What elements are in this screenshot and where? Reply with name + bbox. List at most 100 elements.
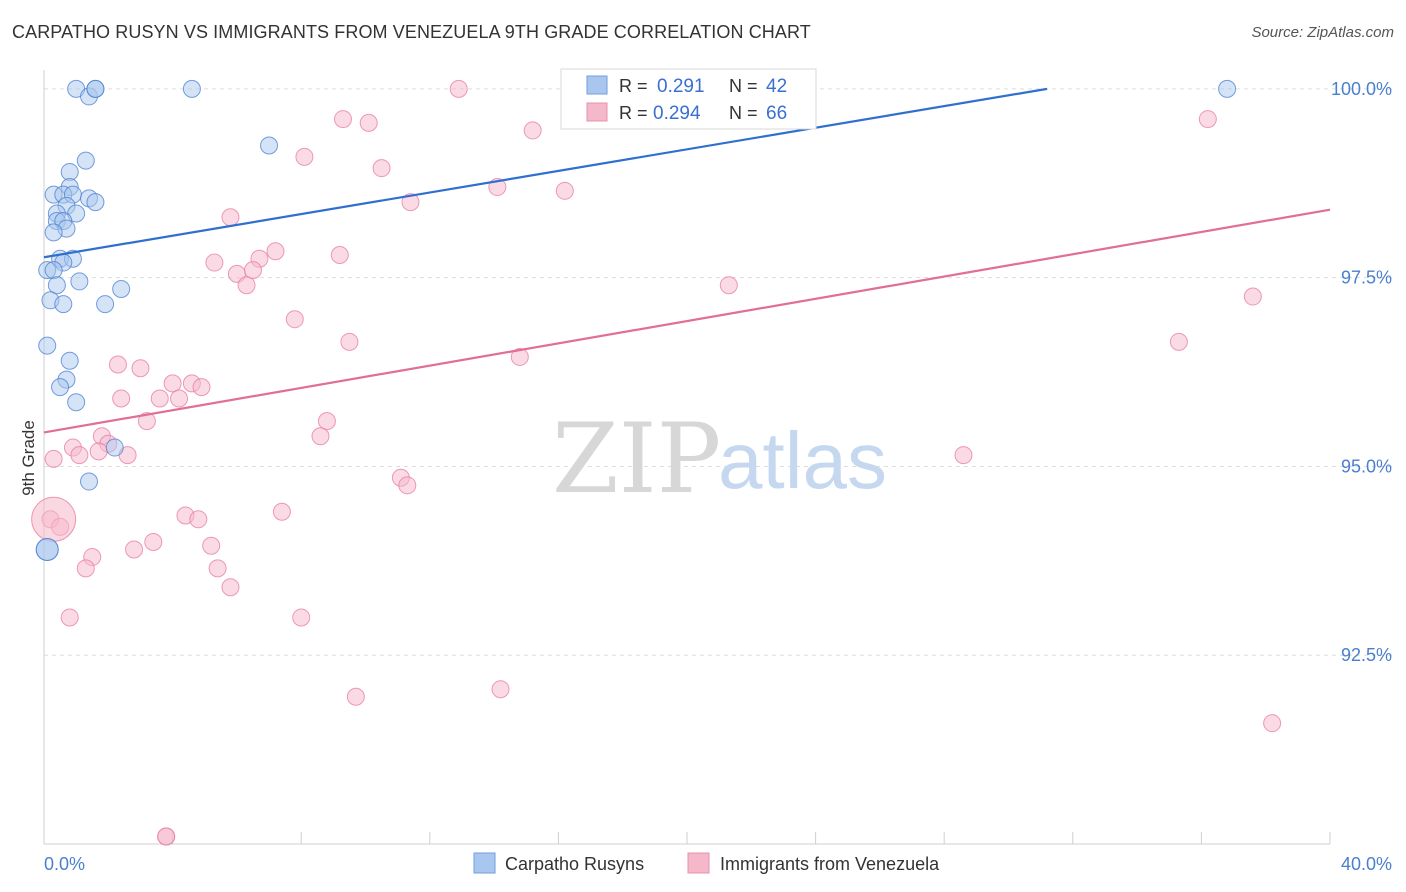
point-pink-52 (202, 536, 221, 555)
y-tick-labels: 100.0% 97.5% 95.0% 92.5% (1331, 79, 1392, 665)
point-pink-18 (237, 276, 256, 295)
grid-lines (44, 88, 1392, 656)
point-pink-56 (208, 559, 227, 578)
legend-n-value-1: 42 (766, 76, 787, 97)
legend-r-label-2: R = (619, 103, 648, 123)
point-pink-55 (76, 559, 95, 578)
legend-n-value-2: 66 (766, 103, 787, 124)
point-pink-13 (330, 246, 349, 265)
point-blue-5 (1218, 79, 1237, 98)
point-blue-38 (105, 438, 124, 457)
point-pink-16 (243, 261, 262, 280)
point-pink-61 (346, 687, 365, 706)
point-pink-23 (1169, 332, 1188, 351)
point-pink-32 (170, 389, 189, 408)
legend-swatch-blue (586, 75, 608, 95)
point-blue-37 (67, 393, 86, 412)
point-pink-27 (163, 374, 182, 393)
point-pink-4 (523, 121, 542, 140)
series-carpatho-points (35, 79, 1237, 562)
bottom-legend-carpatho: Carpatho Rusyns (505, 854, 644, 874)
trend-line-blue (43, 87, 1048, 259)
trend-line-pink (43, 208, 1331, 434)
point-pink-5 (1198, 110, 1217, 129)
point-blue-41 (35, 538, 59, 562)
point-blue-6 (260, 136, 279, 155)
point-pink-2 (333, 110, 352, 129)
y-tick-label-1: 97.5% (1341, 268, 1392, 288)
point-blue-14 (86, 193, 105, 212)
point-pink-7 (372, 159, 391, 178)
bottom-legend-swatch-blue (473, 852, 496, 874)
point-pink-43 (44, 449, 63, 468)
point-pink-62 (1263, 714, 1282, 733)
y-axis-label: 9th Grade (19, 420, 38, 496)
point-blue-33 (38, 336, 57, 355)
point-pink-15 (205, 253, 224, 272)
point-pink-6 (295, 147, 314, 166)
x-tick-marks (43, 832, 1331, 844)
point-pink-41 (70, 446, 89, 465)
point-pink-0 (449, 79, 468, 98)
point-pink-34 (317, 412, 336, 431)
point-blue-34 (60, 351, 79, 370)
point-blue-28 (47, 276, 66, 295)
point-blue-27 (70, 272, 89, 291)
point-blue-39 (80, 472, 99, 491)
x-tick-label-min: 0.0% (44, 854, 85, 874)
point-pink-31 (150, 389, 169, 408)
point-pink-64 (157, 827, 176, 846)
point-pink-12 (266, 242, 285, 261)
point-pink-53 (125, 540, 144, 559)
point-pink-60 (491, 680, 510, 699)
point-blue-7 (76, 151, 95, 170)
point-blue-29 (112, 279, 131, 298)
point-pink-19 (719, 276, 738, 295)
point-pink-51 (144, 532, 163, 551)
y-tick-label-0: 100.0% (1331, 79, 1392, 99)
chart-title: CARPATHO RUSYN VS IMMIGRANTS FROM VENEZU… (12, 22, 811, 42)
watermark-atlas: atlas (718, 416, 887, 505)
point-pink-46 (272, 502, 291, 521)
point-pink-45 (398, 476, 417, 495)
legend-n-label-1: N = (729, 76, 758, 96)
point-pink-9 (555, 181, 574, 200)
bottom-legend-venezuela: Immigrants from Venezuela (720, 854, 940, 874)
point-pink-33 (137, 412, 156, 431)
y-tick-label-2: 95.0% (1341, 456, 1392, 476)
series-legend: Carpatho Rusyns Immigrants from Venezuel… (473, 852, 940, 874)
watermark-zip: ZIP (552, 403, 721, 515)
point-pink-35 (311, 427, 330, 446)
point-pink-65 (31, 496, 77, 542)
legend-swatch-pink (586, 102, 608, 122)
point-blue-3 (86, 79, 105, 98)
point-pink-3 (359, 113, 378, 132)
point-pink-42 (954, 446, 973, 465)
watermark: ZIP atlas (552, 403, 887, 515)
point-pink-20 (1243, 287, 1262, 306)
stats-legend: R = 0.291 N = 42 R = 0.294 N = 66 (560, 68, 817, 130)
point-blue-36 (51, 378, 70, 397)
point-blue-8 (60, 162, 79, 181)
point-pink-11 (221, 208, 240, 227)
bottom-legend-swatch-pink (687, 852, 710, 874)
point-blue-26 (44, 261, 63, 280)
trend-lines (43, 87, 1331, 434)
point-pink-29 (192, 378, 211, 397)
point-pink-10 (401, 193, 420, 212)
source-label: Source: ZipAtlas.com (1251, 24, 1394, 41)
point-pink-48 (189, 510, 208, 529)
series-venezuela-points (31, 79, 1282, 846)
point-blue-32 (96, 295, 115, 314)
point-pink-39 (89, 442, 108, 461)
point-pink-58 (60, 608, 79, 627)
point-pink-21 (285, 310, 304, 329)
legend-n-label-2: N = (729, 103, 758, 123)
point-pink-24 (510, 347, 529, 366)
point-pink-30 (112, 389, 131, 408)
point-pink-57 (221, 578, 240, 597)
legend-r-value-2: 0.294 (653, 103, 701, 124)
legend-r-value-1: 0.291 (657, 76, 705, 97)
point-pink-22 (340, 332, 359, 351)
